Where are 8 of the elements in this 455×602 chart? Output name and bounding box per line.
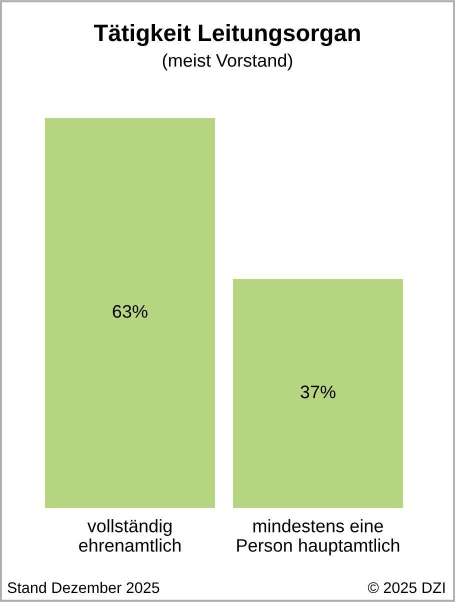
data-label: 63%	[112, 305, 148, 318]
chart-title: Tätigkeit Leitungsorgan	[94, 24, 360, 46]
x-tick-label: vollständig ehrenamtlich	[79, 519, 181, 552]
chart-subtitle: (meist Vorstand)	[162, 54, 292, 70]
x-tick-label: mindestens eine Person hauptamtlich	[237, 519, 400, 556]
text: © 2025 DZI	[368, 582, 445, 594]
data-label: 37%	[300, 386, 336, 398]
text: Stand Dezember 2025	[8, 582, 160, 594]
